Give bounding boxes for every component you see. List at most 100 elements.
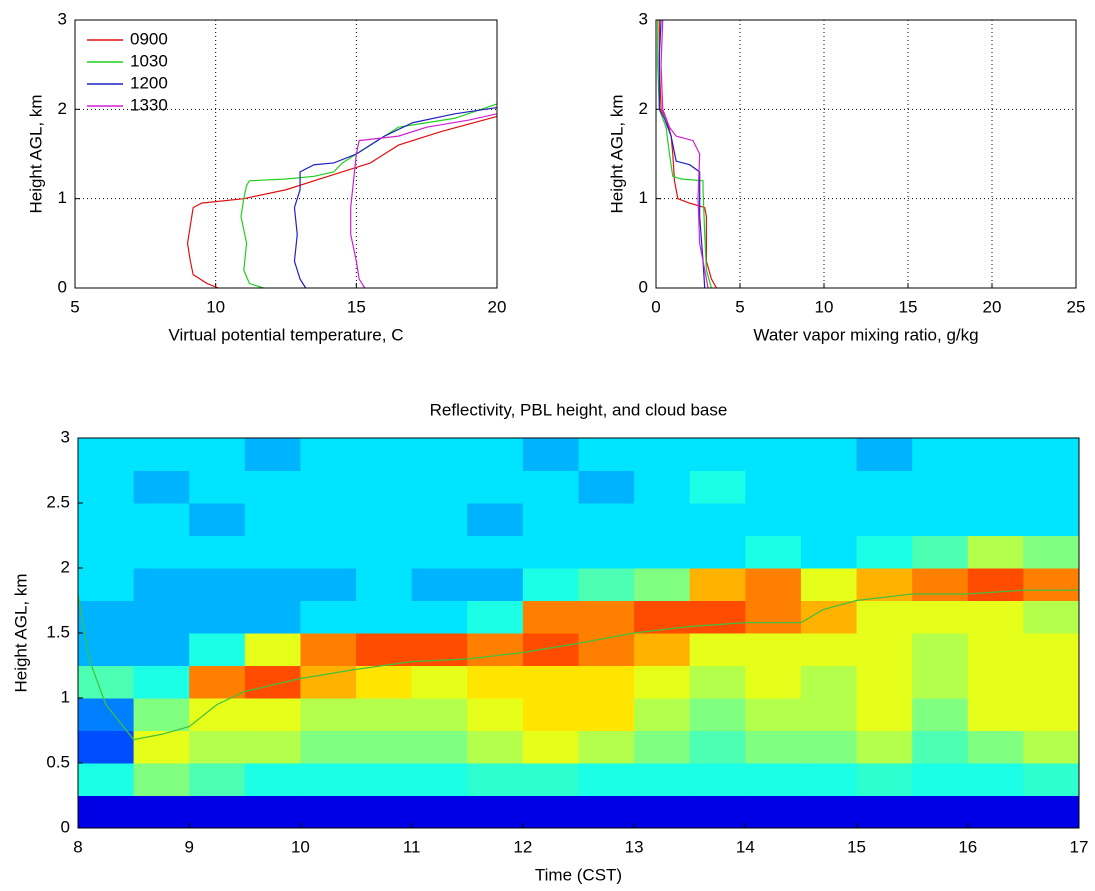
heatmap-cell bbox=[300, 633, 357, 666]
y-tick-label: 0 bbox=[639, 277, 648, 296]
heatmap-cell bbox=[78, 795, 135, 829]
legend-label: 1030 bbox=[130, 51, 168, 70]
heatmap-cell bbox=[244, 795, 301, 829]
heatmap-cell bbox=[244, 438, 301, 471]
heatmap-cell bbox=[411, 470, 468, 504]
x-tick-label: 12 bbox=[513, 837, 532, 856]
heatmap-cell bbox=[967, 438, 1024, 471]
heatmap-cell bbox=[856, 795, 913, 829]
heatmap-cell bbox=[522, 503, 579, 536]
heatmap-cell bbox=[356, 795, 413, 829]
heatmap-cell bbox=[189, 438, 246, 471]
heatmap-cell bbox=[244, 503, 301, 536]
heatmap-cell bbox=[356, 763, 413, 796]
x-tick-label: 11 bbox=[403, 837, 421, 856]
heatmap-cell bbox=[800, 503, 858, 536]
heatmap-cell bbox=[244, 535, 301, 569]
heatmap-cell bbox=[522, 730, 579, 764]
heatmap-cell bbox=[689, 568, 746, 601]
heatmap-cell bbox=[300, 698, 357, 731]
heatmap-cell bbox=[467, 633, 524, 666]
heatmap-cell bbox=[411, 438, 468, 471]
heatmap-cell bbox=[244, 665, 301, 699]
heatmap-cell bbox=[745, 503, 802, 536]
heatmap-cell bbox=[78, 503, 135, 536]
heatmap-cell bbox=[800, 470, 858, 504]
x-axis-label: Virtual potential temperature, C bbox=[169, 325, 404, 344]
heatmap-cell bbox=[133, 438, 190, 471]
heatmap-cell bbox=[800, 698, 858, 731]
axes-frame bbox=[77, 437, 1080, 829]
heatmap-cell bbox=[689, 795, 746, 829]
heatmap-cell bbox=[411, 600, 468, 634]
x-tick-label: 20 bbox=[983, 297, 1002, 316]
x-tick-label: 5 bbox=[70, 297, 79, 316]
heatmap-cell bbox=[689, 698, 746, 731]
x-tick-label: 10 bbox=[206, 297, 225, 316]
heatmap-cell bbox=[411, 568, 468, 601]
heatmap-cell bbox=[1023, 600, 1080, 634]
heatmap-cell bbox=[1023, 698, 1080, 731]
heatmap-cell bbox=[856, 503, 913, 536]
heatmap-cell bbox=[189, 535, 246, 569]
heatmap-cell bbox=[356, 698, 413, 731]
y-tick-label: 1.5 bbox=[46, 622, 70, 641]
heatmap-cell bbox=[133, 795, 190, 829]
heatmap-cell bbox=[189, 568, 246, 601]
heatmap-cell bbox=[967, 665, 1024, 699]
heatmap-cell bbox=[689, 763, 746, 796]
y-tick-label: 1 bbox=[61, 687, 70, 706]
heatmap-cell bbox=[967, 600, 1024, 634]
heatmap-cell bbox=[800, 795, 858, 829]
heatmap-cell bbox=[133, 600, 190, 634]
heatmap-cell bbox=[1023, 568, 1080, 601]
heatmap-cell bbox=[967, 470, 1024, 504]
y-tick-label: 2.5 bbox=[46, 492, 70, 511]
heatmap-cell bbox=[912, 600, 969, 634]
heatmap-cell bbox=[300, 730, 357, 764]
y-tick-label: 3 bbox=[58, 9, 67, 28]
heatmap-cell bbox=[578, 763, 635, 796]
heatmap-cell bbox=[912, 795, 969, 829]
heatmap-cell bbox=[578, 568, 635, 601]
heatmap-cell bbox=[856, 438, 913, 471]
heatmap-cell bbox=[634, 600, 691, 634]
heatmap-cell bbox=[689, 535, 746, 569]
heatmap-cell bbox=[133, 730, 190, 764]
y-tick-label: 1 bbox=[639, 188, 648, 207]
heatmap-cell bbox=[300, 470, 357, 504]
y-tick-label: 0 bbox=[58, 277, 67, 296]
y-axis-label: Height AGL, km bbox=[26, 94, 45, 213]
heatmap-cell bbox=[467, 730, 524, 764]
heatmap-cell bbox=[522, 600, 579, 634]
y-axis-label: Height AGL, km bbox=[607, 94, 626, 213]
heatmap-cell bbox=[578, 438, 635, 471]
heatmap-cell bbox=[78, 633, 135, 666]
heatmap-cell bbox=[189, 665, 246, 699]
heatmap-cell bbox=[745, 698, 802, 731]
heatmap-cell bbox=[244, 763, 301, 796]
heatmap-cell bbox=[78, 600, 135, 634]
chart-title: Reflectivity, PBL height, and cloud base bbox=[430, 400, 728, 419]
heatmap-cell bbox=[189, 633, 246, 666]
heatmap-cell bbox=[689, 633, 746, 666]
heatmap-cell bbox=[467, 438, 524, 471]
heatmap-cell bbox=[745, 665, 802, 699]
heatmap-cell bbox=[578, 600, 635, 634]
heatmap-cell bbox=[578, 665, 635, 699]
y-tick-label: 3 bbox=[61, 427, 70, 446]
x-tick-label: 5 bbox=[735, 297, 744, 316]
data-line bbox=[660, 19, 709, 289]
heatmap-cell bbox=[522, 438, 579, 471]
y-tick-label: 2 bbox=[639, 99, 648, 118]
heatmap-cell bbox=[356, 535, 413, 569]
heatmap-cell bbox=[689, 503, 746, 536]
x-tick-label: 8 bbox=[73, 837, 82, 856]
heatmap-cell bbox=[856, 730, 913, 764]
heatmap-cell bbox=[800, 730, 858, 764]
heatmap-cell bbox=[856, 633, 913, 666]
data-line bbox=[658, 20, 718, 289]
axes-frame bbox=[655, 19, 1077, 289]
heatmap-cell bbox=[522, 795, 579, 829]
heatmap-cell bbox=[745, 438, 802, 471]
